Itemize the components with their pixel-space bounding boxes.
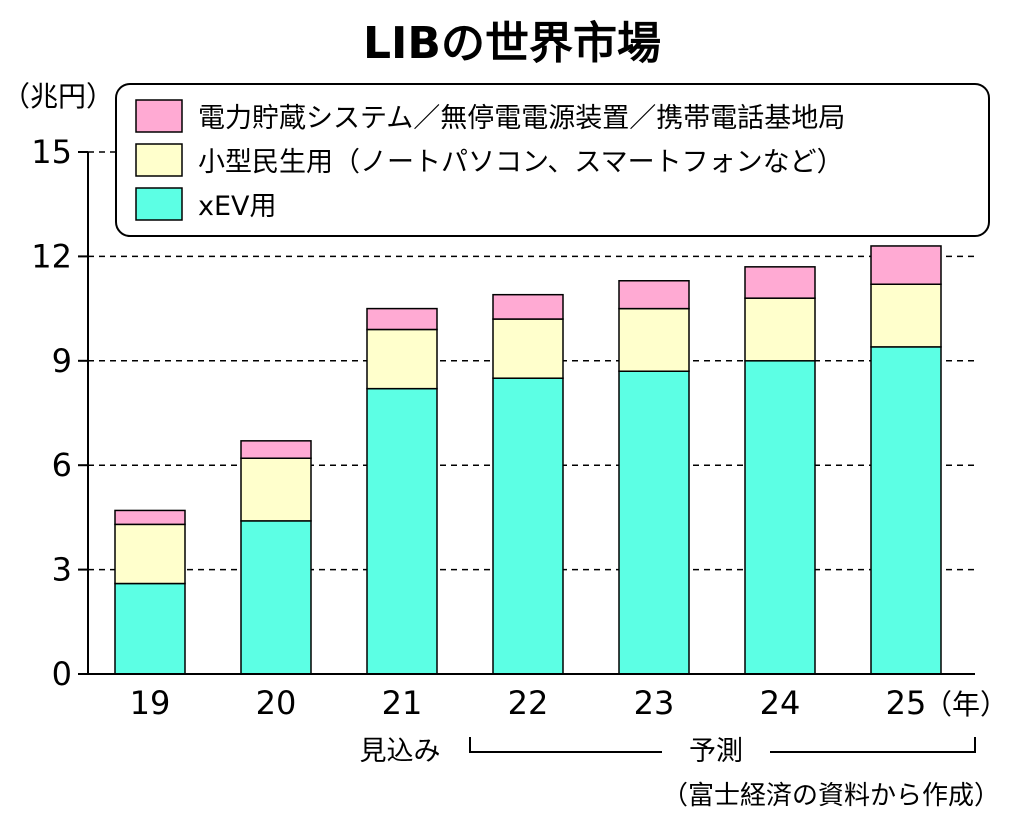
bar-20-series-0 bbox=[240, 520, 312, 675]
bar-24-series-2 bbox=[744, 266, 816, 299]
y-tick-label: 6 bbox=[52, 446, 72, 484]
bar-22-series-1 bbox=[492, 318, 564, 379]
bar-21-series-2 bbox=[366, 307, 438, 331]
bar-19-series-0 bbox=[114, 582, 186, 675]
bar-21-series-0 bbox=[366, 387, 438, 675]
bar-23-series-1 bbox=[618, 307, 690, 372]
forecast-bracket-right bbox=[770, 737, 976, 753]
bar-24-series-0 bbox=[744, 360, 816, 675]
bar-23-series-2 bbox=[618, 280, 690, 310]
x-axis-unit-label: （年） bbox=[924, 688, 1008, 721]
bar-20-series-2 bbox=[240, 440, 312, 459]
y-axis-unit-label: （兆円） bbox=[2, 80, 114, 113]
bar-22-series-2 bbox=[492, 293, 564, 320]
y-tick-label: 12 bbox=[31, 237, 72, 275]
annotations: 見込み 予測 （富士経済の資料から作成） bbox=[360, 736, 1001, 811]
legend-swatch-0 bbox=[135, 187, 183, 221]
legend-box bbox=[115, 83, 990, 237]
y-tick-label: 0 bbox=[52, 655, 72, 693]
legend-label-0: xEV用 bbox=[198, 191, 277, 222]
x-tick-label: 25 bbox=[886, 684, 927, 722]
legend-label-2: 電力貯蔵システム／無停電電源装置／携帯電話基地局 bbox=[198, 103, 845, 134]
x-tick-label: 22 bbox=[508, 684, 549, 722]
bar-23-series-0 bbox=[618, 370, 690, 675]
bar-25-series-2 bbox=[870, 245, 942, 285]
bars-group bbox=[114, 245, 942, 675]
x-tick-label: 24 bbox=[760, 684, 801, 722]
x-tick-label: 21 bbox=[382, 684, 423, 722]
forecast-label: 予測 bbox=[689, 736, 743, 767]
axes bbox=[78, 151, 975, 675]
bar-21-series-1 bbox=[366, 328, 438, 390]
legend-label-1: 小型民生用（ノートパソコン、スマートフォンなど） bbox=[198, 147, 844, 178]
tick-labels: 19 20 21 22 23 24 25 0 3 6 9 12 15 （年） bbox=[31, 133, 1008, 722]
x-tick-label: 20 bbox=[256, 684, 297, 722]
y-tick-label: 15 bbox=[31, 133, 72, 171]
bar-19-series-1 bbox=[114, 523, 186, 585]
bar-24-series-1 bbox=[744, 297, 816, 362]
bar-25-series-0 bbox=[870, 346, 942, 675]
x-tick-label: 23 bbox=[634, 684, 675, 722]
y-tick-label: 3 bbox=[52, 551, 72, 589]
forecast-bracket-left bbox=[469, 737, 662, 753]
y-tick-label: 9 bbox=[52, 342, 72, 380]
bar-20-series-1 bbox=[240, 457, 312, 522]
bar-19-series-2 bbox=[114, 509, 186, 526]
x-tick-label: 19 bbox=[130, 684, 171, 722]
bar-22-series-0 bbox=[492, 377, 564, 675]
legend-swatch-2 bbox=[135, 99, 183, 133]
source-note: （富士経済の資料から作成） bbox=[662, 781, 1000, 811]
estimate-label: 見込み bbox=[360, 736, 441, 767]
chart-title: LIBの世界市場 bbox=[363, 18, 661, 69]
legend-swatch-1 bbox=[135, 143, 183, 177]
legend: 電力貯蔵システム／無停電電源装置／携帯電話基地局小型民生用（ノートパソコン、スマ… bbox=[115, 83, 990, 237]
bar-25-series-1 bbox=[870, 283, 942, 348]
